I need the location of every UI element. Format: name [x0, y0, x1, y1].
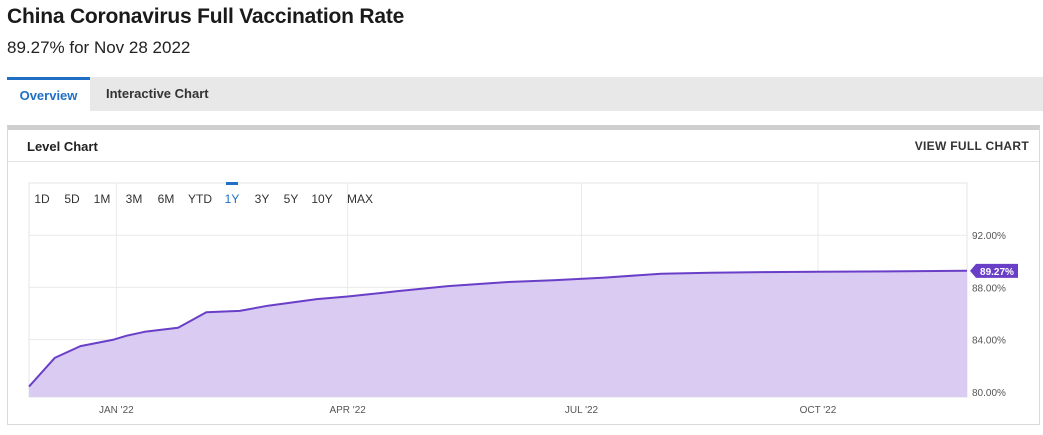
page-title: China Coronavirus Full Vaccination Rate [7, 5, 405, 28]
tab-interactive-chart[interactable]: Interactive Chart [106, 86, 209, 101]
y-tick-label: 92.00% [972, 231, 1006, 242]
y-tick-label: 84.00% [972, 336, 1006, 347]
card-header: Level Chart VIEW FULL CHART [8, 130, 1039, 162]
active-range-indicator [226, 182, 238, 185]
x-tick-label: OCT '22 [800, 405, 837, 416]
x-tick-label: JUL '22 [565, 405, 599, 416]
card-title: Level Chart [27, 139, 98, 154]
x-tick-label: APR '22 [329, 405, 366, 416]
range-button-1d[interactable]: 1D [34, 192, 50, 206]
range-button-10y[interactable]: 10Y [311, 192, 332, 206]
range-button-5d[interactable]: 5D [64, 192, 80, 206]
series-line [28, 269, 968, 388]
range-button-ytd[interactable]: YTD [188, 192, 212, 206]
y-tick-label: 80.00% [972, 388, 1006, 399]
range-button-5y[interactable]: 5Y [284, 192, 299, 206]
series-area [29, 270, 967, 397]
tab-bar: Overview Interactive Chart [7, 77, 1043, 111]
range-button-6m[interactable]: 6M [158, 192, 175, 206]
range-button-1m[interactable]: 1M [94, 192, 111, 206]
page-subtitle: 89.27% for Nov 28 2022 [7, 38, 191, 57]
range-button-3y[interactable]: 3Y [255, 192, 270, 206]
range-button-1y[interactable]: 1Y [225, 192, 240, 206]
range-button-max[interactable]: MAX [347, 192, 373, 206]
last-value-label: 89.27% [980, 267, 1014, 278]
x-tick-label: JAN '22 [99, 405, 134, 416]
last-value-badge [970, 263, 1018, 278]
y-tick-label: 88.00% [972, 283, 1006, 294]
view-full-chart-link[interactable]: VIEW FULL CHART [914, 139, 1029, 153]
range-button-3m[interactable]: 3M [126, 192, 143, 206]
tab-overview[interactable]: Overview [7, 77, 90, 111]
